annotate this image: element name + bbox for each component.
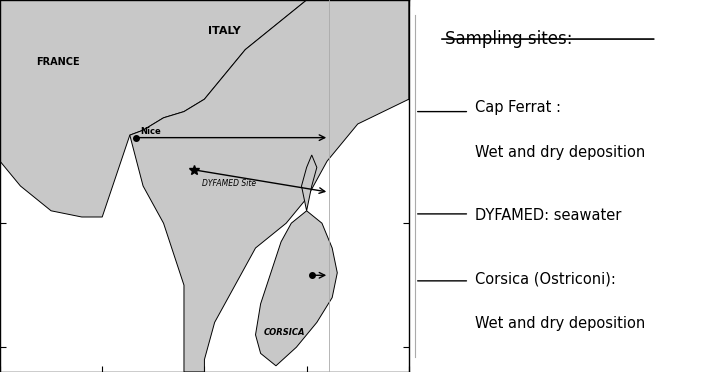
Text: FRANCE: FRANCE [36,57,80,67]
Polygon shape [0,0,306,217]
Text: Wet and dry deposition: Wet and dry deposition [475,316,646,331]
Text: DYFAMED Site: DYFAMED Site [203,179,257,188]
Text: DYFAMED: seawater: DYFAMED: seawater [475,208,621,223]
Polygon shape [255,211,337,366]
Text: Sampling sites:: Sampling sites: [445,30,572,48]
Text: CORSICA: CORSICA [263,328,305,337]
Text: Corsica (Ostriconi):: Corsica (Ostriconi): [475,272,616,286]
Text: Wet and dry deposition: Wet and dry deposition [475,145,646,160]
Text: ITALY: ITALY [208,26,241,36]
Polygon shape [130,0,409,372]
Text: Nice: Nice [140,127,161,136]
Text: Cap Ferrat :: Cap Ferrat : [475,100,561,115]
Polygon shape [301,155,317,211]
